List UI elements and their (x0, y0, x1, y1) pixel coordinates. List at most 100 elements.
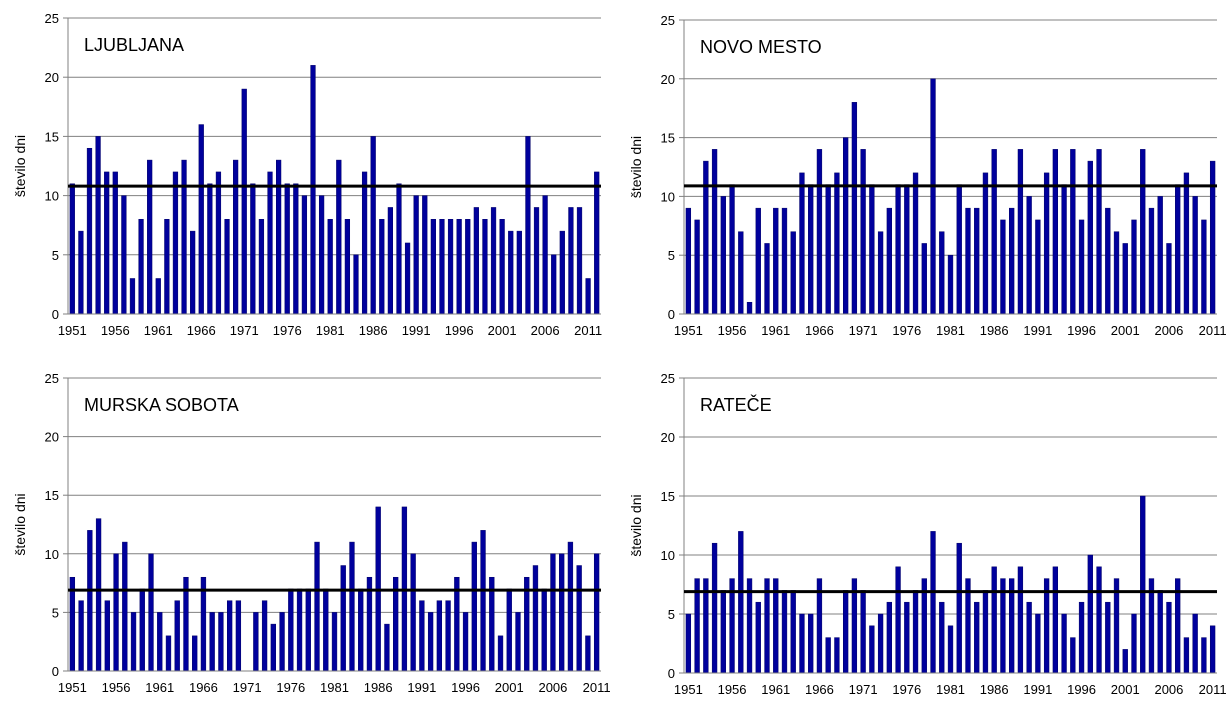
bar (930, 78, 936, 315)
x-tick-label: 1971 (849, 682, 878, 697)
bar (190, 230, 196, 315)
chart-title: MURSKA SOBOTA (84, 395, 239, 415)
bar (499, 219, 505, 315)
bar (1131, 613, 1137, 674)
bar (1140, 495, 1146, 674)
bar (711, 542, 718, 674)
bar (790, 590, 796, 674)
bar (241, 88, 247, 315)
bar (235, 600, 242, 672)
bar (877, 231, 884, 315)
bar (982, 172, 989, 315)
bar (112, 171, 118, 315)
bar (436, 600, 443, 672)
bar (799, 613, 805, 674)
bar (301, 195, 308, 315)
bar (1096, 566, 1102, 674)
bar (515, 612, 521, 672)
y-tick-label: 5 (52, 605, 59, 620)
bar (174, 600, 180, 672)
bar (1052, 566, 1059, 674)
x-tick-label: 1971 (230, 323, 259, 338)
bar (224, 219, 230, 315)
bar (1061, 184, 1067, 315)
bar (113, 553, 119, 672)
bar (746, 301, 753, 315)
bar (384, 623, 390, 672)
bar (323, 588, 329, 672)
bar (869, 625, 875, 674)
bar (358, 588, 364, 672)
bar (541, 588, 547, 672)
bar (1009, 207, 1015, 315)
bar (233, 159, 239, 315)
bar (129, 278, 136, 315)
x-tick-label: 1981 (320, 680, 349, 695)
bar (1122, 649, 1128, 674)
x-tick-label: 1981 (936, 682, 965, 697)
bar (1017, 566, 1024, 674)
bar (720, 196, 726, 315)
bar (576, 565, 582, 672)
y-tick-label: 0 (668, 307, 675, 322)
bar (462, 612, 469, 672)
bar (594, 171, 600, 315)
bar (253, 612, 259, 672)
chart-title: NOVO MESTO (700, 37, 822, 57)
bar (1043, 172, 1050, 315)
bar (790, 231, 796, 315)
bar (965, 207, 971, 315)
y-tick-label: 15 (661, 489, 675, 504)
bar (1140, 149, 1146, 315)
bar (506, 588, 512, 672)
bar (305, 588, 311, 672)
x-tick-label: 2011 (574, 323, 602, 338)
x-tick-label: 1986 (364, 680, 393, 695)
bar (1070, 637, 1076, 674)
x-tick-label: 1971 (849, 323, 878, 338)
x-tick-label: 1991 (402, 323, 431, 338)
x-tick-label: 2006 (531, 323, 560, 338)
bar (396, 183, 402, 315)
bar (755, 207, 761, 315)
bar (331, 612, 338, 672)
bar (834, 172, 840, 315)
bar (209, 612, 215, 672)
bar (703, 160, 709, 315)
bar (711, 149, 718, 315)
bar (482, 219, 488, 315)
bar (139, 588, 145, 672)
x-tick-label: 1951 (58, 323, 87, 338)
bar (1087, 160, 1093, 315)
bar (387, 207, 393, 315)
chart-panel: 0 5 10 15 20 25 1951 1956 1961 1966 1971 1976 1981 19… (628, 371, 1227, 697)
bar (567, 541, 574, 672)
x-tick-label: 2001 (1111, 682, 1140, 697)
x-tick-label: 1991 (1023, 682, 1052, 697)
x-tick-label: 1981 (316, 323, 345, 338)
x-tick-label: 1986 (980, 682, 1009, 697)
x-tick-label: 1961 (761, 682, 790, 697)
x-tick-label: 1961 (144, 323, 173, 338)
y-tick-label: 5 (52, 248, 59, 263)
bar (912, 590, 919, 674)
bar (122, 541, 128, 672)
bar (921, 243, 927, 315)
x-tick-label: 1966 (189, 680, 218, 695)
bar (95, 136, 101, 315)
x-tick-label: 1996 (445, 323, 474, 338)
bar (939, 601, 945, 674)
bar (532, 565, 539, 672)
bar (121, 195, 127, 315)
y-tick-label: 25 (45, 371, 59, 386)
y-tick-label: 5 (668, 607, 675, 622)
bar (138, 219, 144, 315)
bar (1078, 219, 1085, 315)
bar (912, 172, 919, 315)
bar (336, 159, 342, 315)
x-tick-label: 1996 (451, 680, 480, 695)
bar (1157, 590, 1163, 674)
bar (834, 637, 840, 674)
bar (974, 207, 980, 315)
bar (551, 254, 557, 315)
